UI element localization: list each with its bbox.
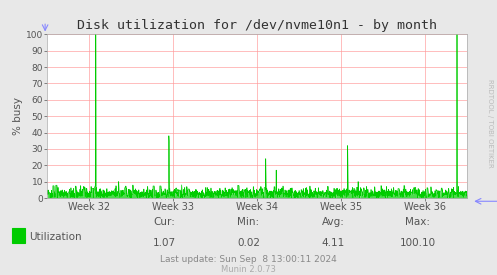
Text: Utilization: Utilization	[29, 232, 82, 241]
Text: 0.02: 0.02	[237, 238, 260, 248]
Text: 1.07: 1.07	[153, 238, 175, 248]
Title: Disk utilization for /dev/nvme10n1 - by month: Disk utilization for /dev/nvme10n1 - by …	[77, 19, 437, 32]
Text: Cur:: Cur:	[153, 217, 175, 227]
Y-axis label: % busy: % busy	[13, 97, 23, 135]
Text: Last update: Sun Sep  8 13:00:11 2024: Last update: Sun Sep 8 13:00:11 2024	[160, 255, 337, 264]
Text: 4.11: 4.11	[322, 238, 344, 248]
Text: Avg:: Avg:	[322, 217, 344, 227]
Text: RRDTOOL / TOBI OETIKER: RRDTOOL / TOBI OETIKER	[487, 79, 493, 168]
Text: Munin 2.0.73: Munin 2.0.73	[221, 265, 276, 274]
Text: Max:: Max:	[405, 217, 430, 227]
Text: Min:: Min:	[238, 217, 259, 227]
Text: 100.10: 100.10	[400, 238, 435, 248]
